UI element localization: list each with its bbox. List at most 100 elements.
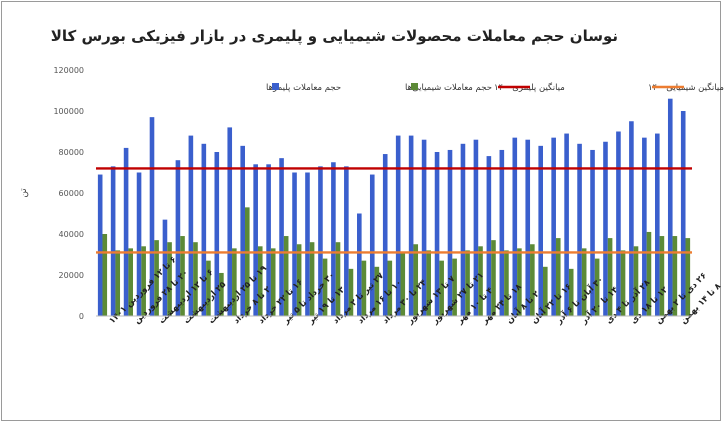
legend: حجم معاملات پلیمرها حجم معاملات شیمیایی‌ه…	[266, 82, 724, 93]
bar-polymer	[616, 131, 621, 316]
bars	[97, 98, 691, 317]
bar-chemical	[232, 248, 237, 316]
bar-chemical	[413, 244, 419, 316]
bar-chemical	[568, 268, 574, 316]
bar-chemical	[517, 248, 522, 316]
bar-polymer	[551, 137, 556, 316]
average-lines	[96, 167, 692, 254]
bar-polymer	[382, 154, 388, 316]
bar-chemical	[555, 238, 561, 316]
bar-polymer	[227, 127, 233, 317]
bar-polymer	[149, 117, 155, 317]
bar-polymer	[642, 137, 647, 316]
bar-polymer	[486, 156, 492, 316]
bar-polymer	[590, 149, 595, 316]
bar-polymer	[214, 152, 220, 316]
y-tick-label: 20000	[59, 271, 84, 280]
bar-polymer	[577, 143, 582, 316]
y-tick-label: 80000	[59, 148, 84, 157]
bar-chemical	[128, 248, 133, 316]
bar-polymer	[292, 172, 297, 316]
legend-swatch	[411, 83, 418, 90]
bar-chemical	[102, 234, 108, 316]
bar-polymer	[434, 152, 440, 316]
bar-polymer	[175, 160, 181, 316]
bar-chemical	[672, 236, 678, 316]
bar-polymer	[240, 145, 245, 316]
bar-polymer	[279, 158, 284, 316]
bar-chemical	[193, 242, 198, 316]
bar-polymer	[421, 139, 427, 316]
bar-polymer	[447, 149, 453, 316]
bar-chemical	[167, 242, 172, 316]
legend-label: میانگین شیمیایی۱۴۰۰	[648, 82, 724, 93]
bar-chemical	[335, 242, 341, 316]
y-tick-label: 0	[79, 312, 84, 321]
bar-chemical	[478, 246, 483, 316]
bar-polymer	[603, 141, 608, 316]
bar-polymer	[460, 143, 466, 316]
bar-chemical	[543, 266, 548, 316]
bar-chemical	[620, 250, 626, 316]
bar-polymer	[499, 149, 505, 316]
chart-title: نوسان حجم معاملات محصولات شیمیایی و پلیم…	[50, 27, 618, 45]
bar-polymer	[253, 164, 258, 316]
bar-chemical	[283, 236, 289, 316]
bar-chemical	[426, 250, 431, 316]
legend-swatch	[272, 83, 279, 90]
bar-chemical	[361, 260, 367, 316]
bar-polymer	[512, 137, 518, 316]
bar-polymer	[318, 166, 323, 316]
bar-polymer	[266, 164, 271, 316]
bar-polymer	[667, 98, 673, 316]
bar-polymer	[110, 166, 116, 316]
bar-polymer	[305, 172, 310, 316]
bar-polymer	[123, 147, 129, 316]
bar-chemical	[646, 231, 652, 316]
bar-polymer	[473, 139, 479, 316]
bar-chemical	[270, 248, 276, 316]
bar-chemical	[491, 240, 496, 316]
bar-polymer	[162, 219, 168, 316]
bar-chemical	[465, 250, 470, 316]
bar-chemical	[452, 258, 457, 316]
bar-chemical	[141, 246, 146, 316]
bar-polymer	[680, 111, 686, 316]
bar-chemical	[594, 258, 600, 316]
bar-chemical	[387, 260, 393, 316]
bar-chemical	[607, 238, 613, 316]
bar-polymer	[629, 121, 634, 316]
bar-polymer	[201, 143, 207, 316]
bar-polymer	[538, 145, 543, 316]
bar-chemical	[309, 242, 315, 316]
bar-chemical	[659, 236, 665, 316]
bar-polymer	[344, 166, 349, 316]
bar-chemical	[115, 250, 121, 316]
bar-polymer	[525, 139, 531, 316]
bar-polymer	[136, 172, 142, 316]
bar-chemical	[530, 244, 535, 316]
bar-chemical	[219, 272, 224, 316]
bar-chemical	[206, 260, 211, 316]
bar-chemical	[245, 207, 250, 316]
bar-polymer	[188, 135, 194, 316]
bar-polymer	[369, 174, 375, 316]
bar-chemical	[685, 238, 691, 316]
y-tick-label: 100000	[53, 107, 84, 116]
y-axis-label: تن	[19, 188, 29, 198]
bar-chemical	[154, 240, 159, 316]
y-tick-label: 60000	[59, 189, 84, 198]
bar-polymer	[564, 133, 569, 316]
bar-chemical	[504, 250, 509, 316]
y-axis-ticks: 0 20000 40000 60000 80000 100000 120000	[53, 66, 84, 321]
y-tick-label: 120000	[53, 66, 84, 75]
bar-polymer	[408, 135, 414, 316]
bar-chemical	[180, 236, 185, 316]
bar-chemical	[296, 244, 302, 316]
bar-chemical	[374, 266, 380, 316]
legend-label: حجم معاملات پلیمرها	[266, 83, 341, 93]
bar-polymer	[357, 213, 362, 316]
bar-chemical	[581, 248, 587, 316]
bar-polymer	[395, 135, 401, 316]
